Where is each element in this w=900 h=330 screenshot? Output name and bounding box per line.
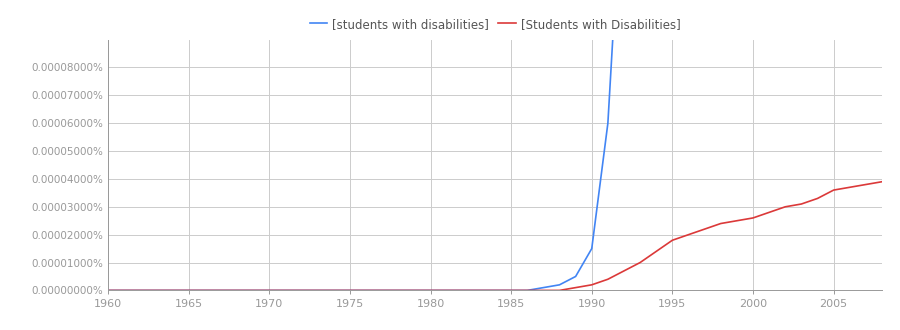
[students with disabilities] [473,288,484,292]
[Students with Disabilities] [667,238,678,242]
[Students with Disabilities] [634,261,645,265]
[Students with Disabilities] [618,269,629,273]
[Students with Disabilities] [328,288,339,292]
[students with disabilities] [135,288,146,292]
[students with disabilities] [554,283,565,287]
[Students with Disabilities] [473,288,484,292]
[Students with Disabilities] [683,233,694,237]
[Students with Disabilities] [377,288,388,292]
[Students with Disabilities] [457,288,468,292]
[students with disabilities] [119,288,130,292]
[students with disabilities] [506,288,517,292]
[students with disabilities] [151,288,162,292]
[Students with Disabilities] [506,288,517,292]
[Students with Disabilities] [844,185,855,189]
[students with disabilities] [345,288,356,292]
[Students with Disabilities] [167,288,178,292]
[Students with Disabilities] [135,288,146,292]
[students with disabilities] [328,288,339,292]
[Students with Disabilities] [571,286,581,290]
[students with disabilities] [441,288,452,292]
[Students with Disabilities] [296,288,307,292]
[Students with Disabilities] [651,249,661,253]
[Students with Disabilities] [151,288,162,292]
Line: [students with disabilities]: [students with disabilities] [108,0,882,290]
Legend: [students with disabilities], [Students with Disabilities]: [students with disabilities], [Students … [305,13,685,35]
[students with disabilities] [602,121,613,125]
[Students with Disabilities] [119,288,130,292]
[students with disabilities] [457,288,468,292]
[students with disabilities] [296,288,307,292]
[Students with Disabilities] [796,202,806,206]
[Students with Disabilities] [345,288,356,292]
[students with disabilities] [490,288,500,292]
[Students with Disabilities] [602,277,613,281]
[Students with Disabilities] [231,288,242,292]
[Students with Disabilities] [780,205,791,209]
[Students with Disabilities] [103,288,113,292]
[students with disabilities] [377,288,388,292]
[Students with Disabilities] [441,288,452,292]
[Students with Disabilities] [554,288,565,292]
[Students with Disabilities] [538,288,549,292]
[students with disabilities] [248,288,258,292]
[students with disabilities] [103,288,113,292]
[students with disabilities] [280,288,291,292]
[students with disabilities] [409,288,419,292]
[students with disabilities] [184,288,194,292]
[students with disabilities] [587,247,598,250]
[Students with Disabilities] [732,219,742,223]
[Students with Disabilities] [860,182,871,186]
[Students with Disabilities] [828,188,839,192]
[Students with Disabilities] [699,227,710,231]
[Students with Disabilities] [877,180,887,184]
Line: [Students with Disabilities]: [Students with Disabilities] [108,182,882,290]
[students with disabilities] [264,288,274,292]
[Students with Disabilities] [312,288,323,292]
[Students with Disabilities] [184,288,194,292]
[Students with Disabilities] [361,288,372,292]
[Students with Disabilities] [748,216,759,220]
[Students with Disabilities] [200,288,211,292]
[students with disabilities] [361,288,372,292]
[students with disabilities] [571,275,581,279]
[students with disabilities] [522,288,533,292]
[Students with Disabilities] [812,196,823,200]
[students with disabilities] [231,288,242,292]
[students with disabilities] [312,288,323,292]
[Students with Disabilities] [409,288,419,292]
[Students with Disabilities] [425,288,436,292]
[Students with Disabilities] [490,288,500,292]
[students with disabilities] [215,288,226,292]
[Students with Disabilities] [280,288,291,292]
[Students with Disabilities] [264,288,274,292]
[Students with Disabilities] [764,211,775,214]
[students with disabilities] [167,288,178,292]
[Students with Disabilities] [215,288,226,292]
[Students with Disabilities] [587,283,598,287]
[Students with Disabilities] [248,288,258,292]
[students with disabilities] [425,288,436,292]
[Students with Disabilities] [393,288,404,292]
[students with disabilities] [393,288,404,292]
[students with disabilities] [200,288,211,292]
[Students with Disabilities] [716,221,726,225]
[Students with Disabilities] [522,288,533,292]
[students with disabilities] [538,286,549,290]
